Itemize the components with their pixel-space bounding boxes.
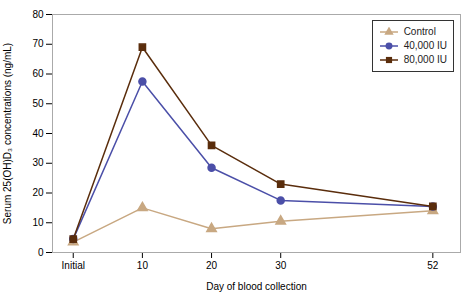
svg-text:10: 10 xyxy=(32,217,44,228)
html-text:80,000 IU: 80,000 IU xyxy=(403,54,447,65)
svg-text:10: 10 xyxy=(137,260,149,271)
svg-text:Initial: Initial xyxy=(62,260,85,271)
svg-text:70: 70 xyxy=(32,38,44,49)
svg-text:0: 0 xyxy=(38,247,44,258)
svg-text:20: 20 xyxy=(206,260,218,271)
svg-text:60: 60 xyxy=(32,68,44,79)
svg-text:Serum 25(OH)D₃ concentrations: Serum 25(OH)D₃ concentrations (ng/mL) xyxy=(2,43,13,224)
svg-text:30: 30 xyxy=(275,260,287,271)
svg-text:30: 30 xyxy=(32,157,44,168)
svg-text:52: 52 xyxy=(427,260,439,271)
svg-text:40: 40 xyxy=(32,128,44,139)
svg-text:50: 50 xyxy=(32,98,44,109)
svg-text:20: 20 xyxy=(32,187,44,198)
svg-text:80: 80 xyxy=(32,9,44,20)
svg-text:Day of blood collection: Day of blood collection xyxy=(206,281,307,292)
html-text:40,000 IU: 40,000 IU xyxy=(403,40,447,51)
html-text:Control: Control xyxy=(403,26,436,37)
